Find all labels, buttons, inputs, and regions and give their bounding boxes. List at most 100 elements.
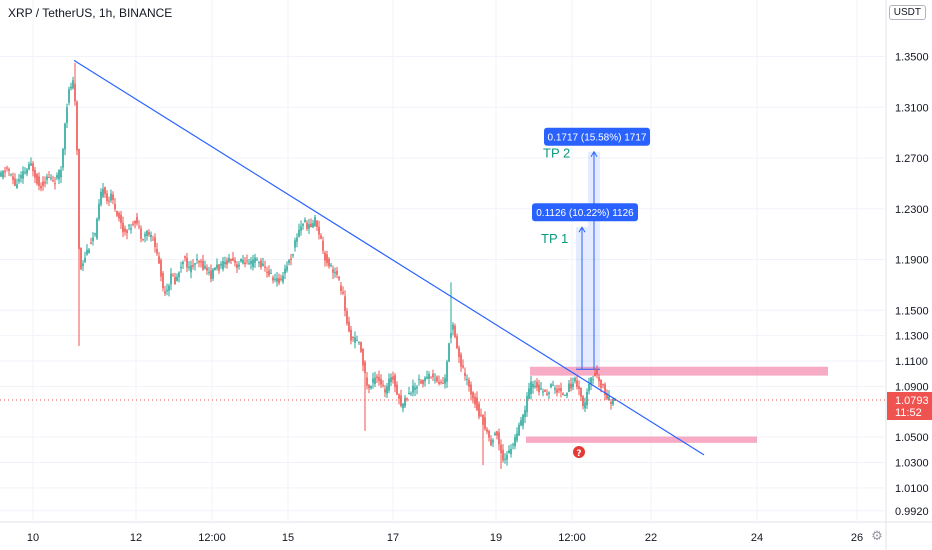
x-tick-label: 22 [645,532,657,544]
candle-body [530,381,532,394]
candle-body [436,376,438,382]
candle-body [498,432,500,445]
resistance-zone[interactable] [530,366,828,376]
candle-body [494,433,496,436]
candle-body [56,175,58,179]
candle-body [360,342,362,352]
candle-body [534,386,536,388]
candle-body [2,171,4,178]
candle-body [604,384,606,396]
candle-body [280,278,282,280]
candle-body [370,386,372,389]
candle-body [288,260,290,263]
trendline[interactable] [73,59,705,456]
candle-body [212,269,214,279]
candle-body [344,296,346,311]
candle-body [200,261,202,263]
candle-body [218,264,220,271]
candle-body [180,266,182,268]
candle-body [590,377,592,385]
candle-body [330,264,332,266]
gear-icon[interactable]: ⚙ [871,529,883,544]
candle-body [310,223,312,228]
y-tick-label: 1.3100 [895,102,929,114]
candle-body [458,347,460,357]
currency-badge[interactable]: USDT [888,5,926,20]
candle-body [352,336,354,338]
candle-body [512,444,514,446]
candle-body [270,272,272,274]
candle-body [428,373,430,379]
candle-body [368,385,370,389]
candle-body [580,387,582,397]
y-tick-label: 1.0500 [895,432,929,444]
candle-body [114,204,116,210]
candle-body [168,285,170,291]
y-tick-label: 1.0100 [895,483,929,495]
target-info-text: 0.1126 (10.22%) 1126 [536,208,634,219]
candle-body [126,230,128,233]
candle-body [162,272,164,289]
candle-body [406,398,408,400]
candle-body [128,224,130,226]
candle-body [86,249,88,255]
candle-body [546,393,548,395]
candle-body [430,377,432,379]
candle-body [10,173,12,175]
candle-body [522,414,524,426]
candle-body [478,403,480,417]
candle-body [598,377,600,381]
candle-body [72,80,74,89]
candle-body [426,376,428,379]
candle-body [124,228,126,232]
candle-body [392,376,394,380]
candle-body [254,257,256,263]
candle-body [460,354,462,367]
candle-body [462,365,464,368]
y-tick-label: 1.1900 [895,255,929,267]
candle-body [450,333,452,339]
candle-body [540,388,542,390]
candle-body [592,379,594,381]
question-marker-icon[interactable] [573,446,585,458]
candle-body [122,222,124,233]
candle-body [144,234,146,237]
candle-body [402,403,404,409]
support-zone[interactable] [526,436,757,443]
price-axis[interactable]: 1.3500 1.3100 1.2700 1.2300 1.1900 1.1500 1.13… [895,52,929,518]
candle-body [562,393,564,396]
x-tick-label: 15 [282,532,294,544]
y-tick-label: 1.3500 [895,52,929,64]
annotation-layer: 0.1126 (10.22%) 1126 TP 1 0.1717 (15.58%) … [532,127,650,459]
candle-body [612,398,614,405]
target-label: TP 2 [543,146,570,161]
target-info-text: 0.1717 (15.58%) 1717 [548,133,647,144]
x-tick-label: 17 [387,532,399,544]
candle-body [516,433,518,441]
candle-body [396,384,398,395]
candle-body [432,373,434,378]
candle-body [82,263,84,267]
candle-body [362,348,364,366]
time-axis[interactable]: 10 12 12:00 15 17 19 12:00 22 24 26 [27,532,863,544]
candle-body [40,186,42,189]
candle-body [186,257,188,268]
candle-body [388,378,390,391]
candle-body [594,372,596,377]
candle-body [316,220,318,227]
candle-body [268,270,270,276]
candle-body [556,389,558,393]
candle-body [240,258,242,262]
candle-body [106,193,108,202]
candle-body [194,263,196,265]
candle-body [510,449,512,455]
candle-body [372,378,374,383]
candle-body [506,455,508,460]
candle-body [88,249,90,254]
chart-title: XRP / TetherUS, 1h, BINANCE [8,6,173,20]
candle-body [414,387,416,390]
candle-body [24,171,26,174]
